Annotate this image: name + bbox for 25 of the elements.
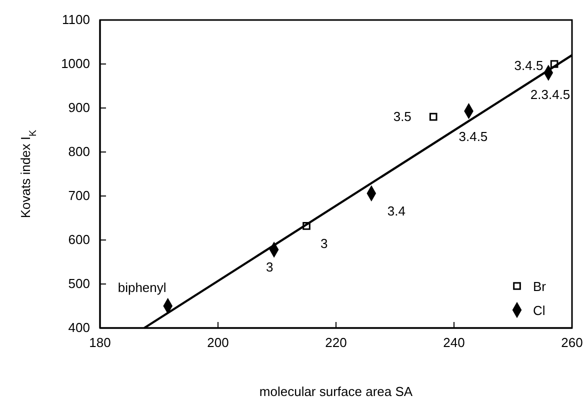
y-tick-label: 700 [68, 188, 90, 204]
annotation: 3.4.5 [514, 58, 544, 73]
y-tick-label: 1000 [61, 56, 90, 72]
x-tick-label: 200 [207, 335, 229, 350]
annotation: 3 [266, 260, 274, 275]
x-tick-label: 240 [443, 335, 465, 350]
legend-label: Cl [533, 303, 546, 318]
x-tick-label: 180 [89, 335, 111, 350]
annotation: biphenyl [118, 280, 166, 295]
y-tick-label: 900 [68, 100, 90, 116]
annotation: 2.3.4.5 [530, 86, 570, 102]
y-tick-label: 600 [68, 232, 90, 248]
annotation: 3.5 [393, 108, 412, 124]
annotation: 3 [320, 236, 328, 251]
annotation: 3.4.5 [458, 129, 488, 144]
y-tick-label: 1100 [62, 12, 90, 28]
x-tick-label: 260 [561, 335, 583, 350]
x-tick-label: 220 [325, 335, 347, 350]
y-tick-label: 800 [68, 144, 90, 160]
point [429, 112, 438, 121]
y-tick-label: 500 [68, 276, 90, 292]
y-tick-label: 400 [68, 320, 90, 336]
legend-label: Br [533, 279, 547, 294]
annotation: 3.4 [387, 203, 406, 218]
x-axis-title: molecular surface area SA [259, 384, 413, 399]
